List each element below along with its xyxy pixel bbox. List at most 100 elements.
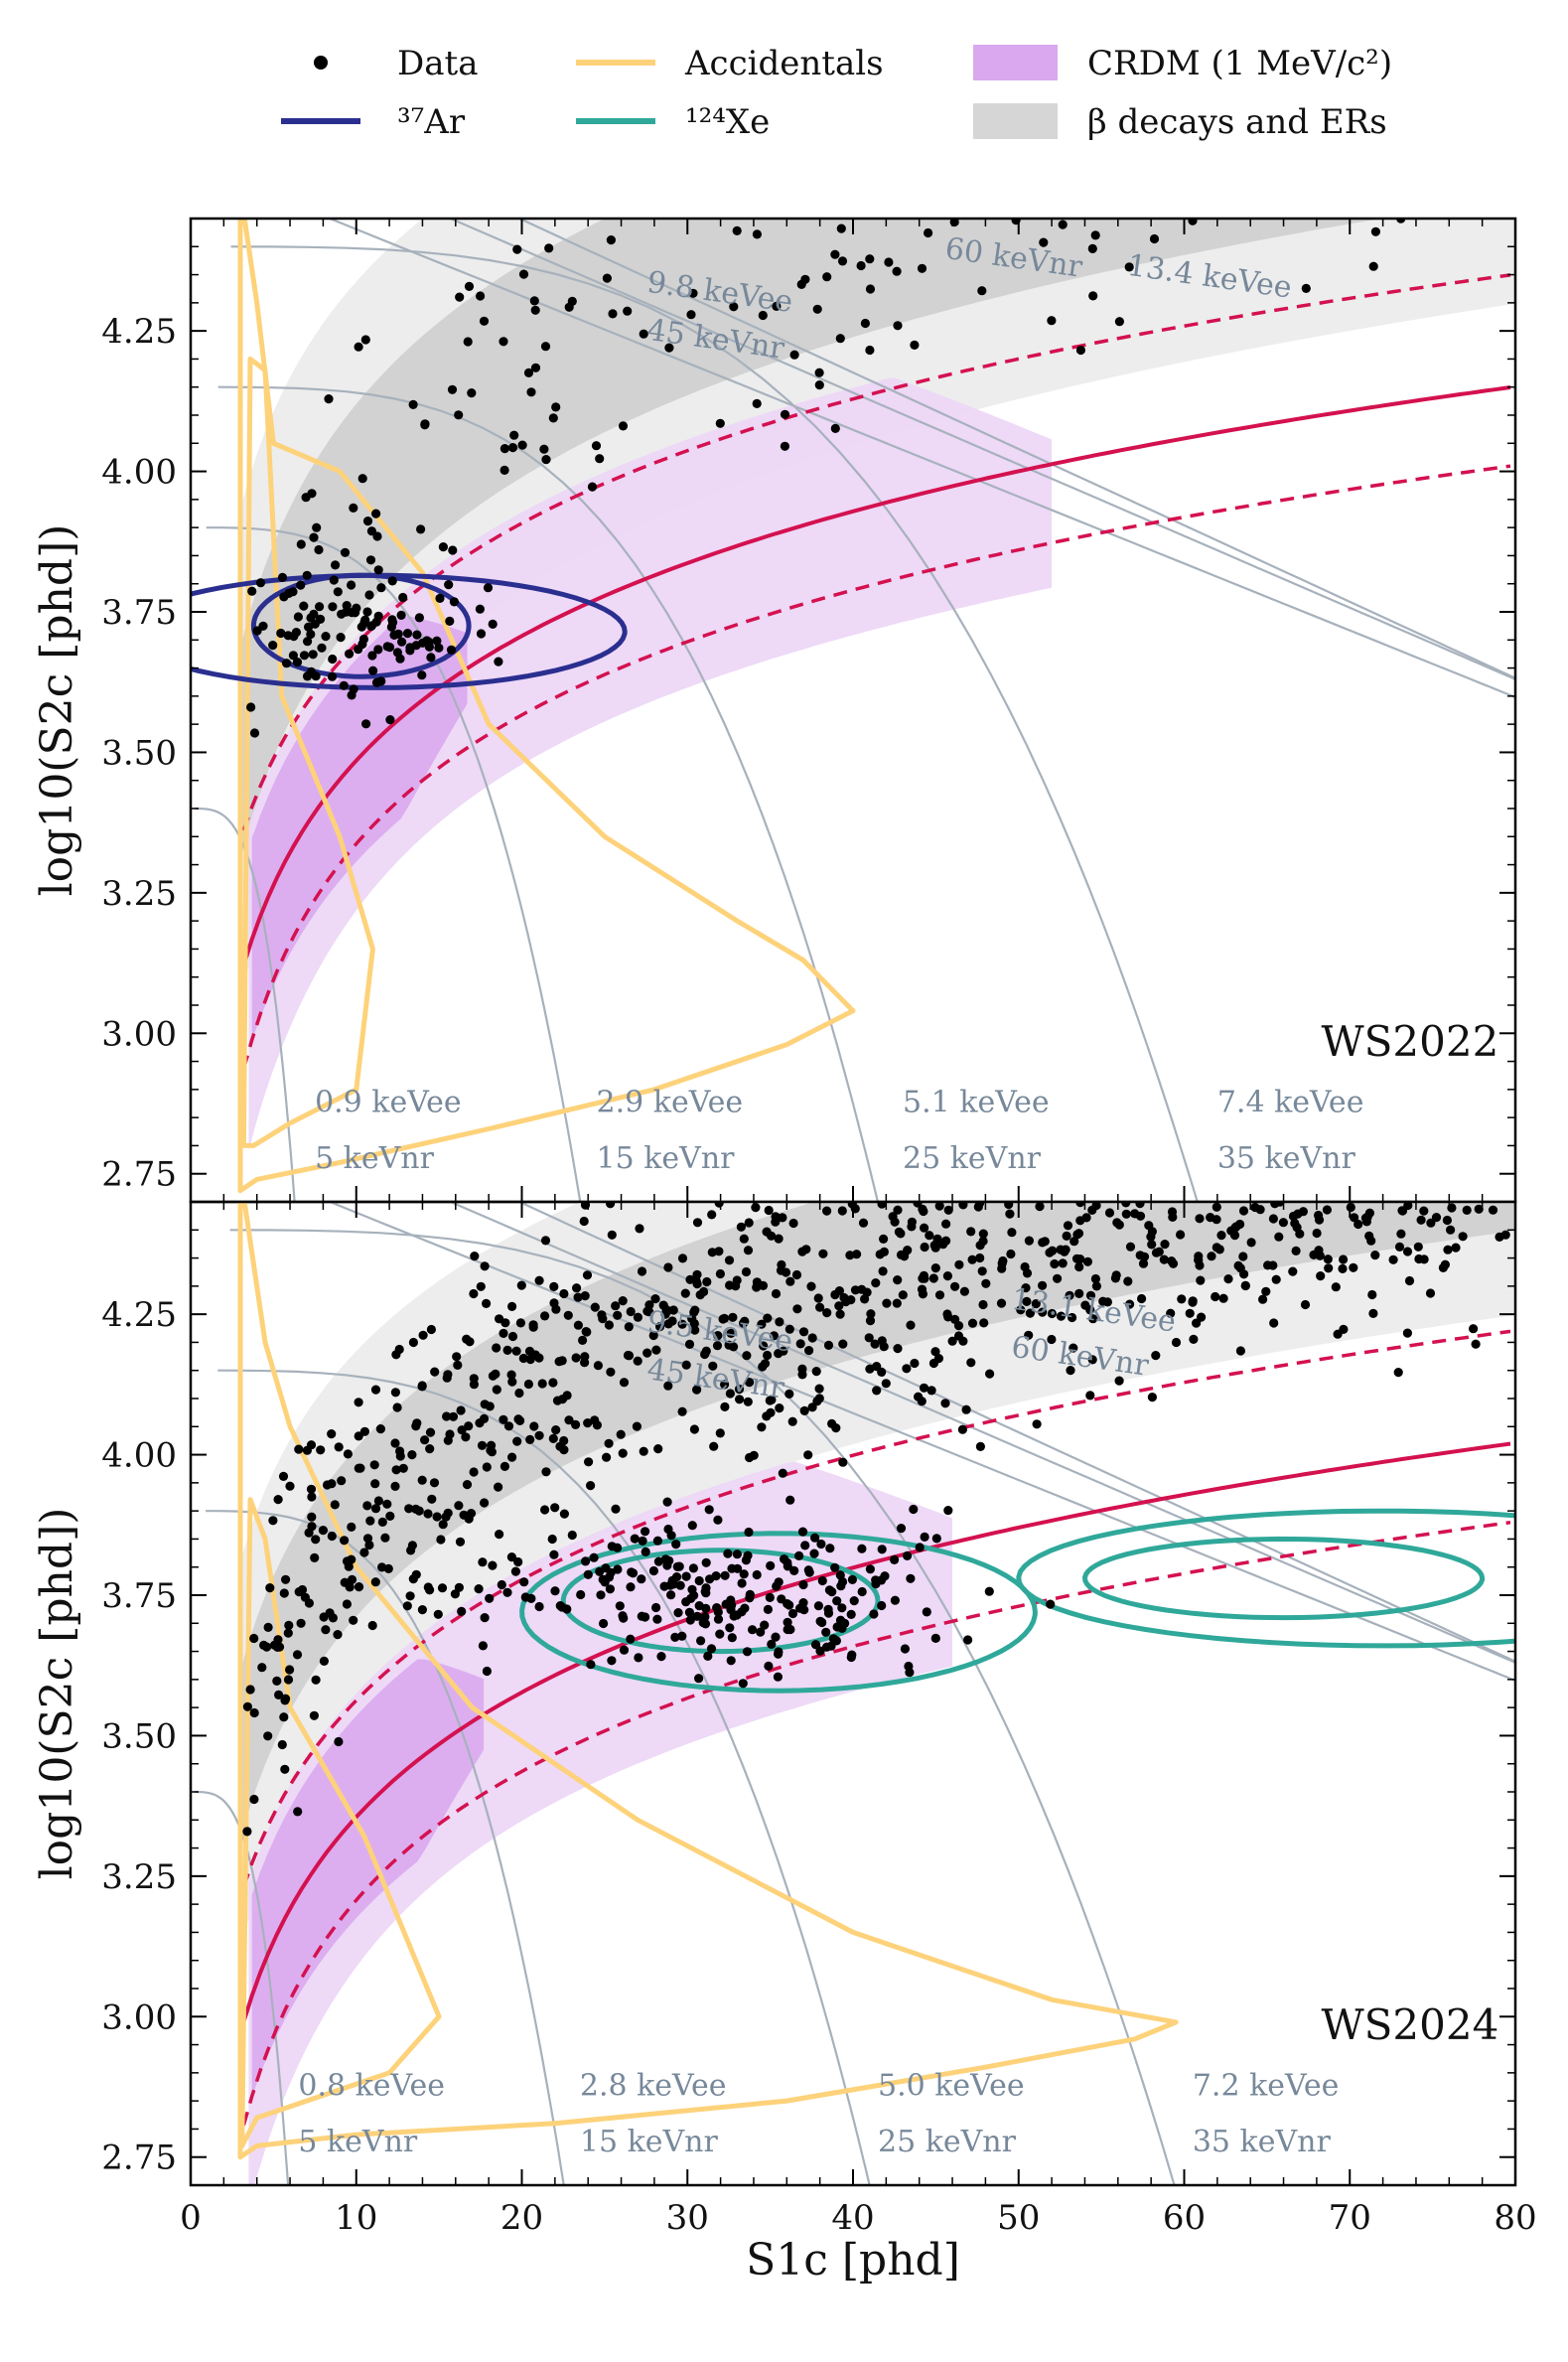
data-point (862, 1287, 872, 1297)
data-point (488, 619, 498, 630)
data-point (934, 1202, 944, 1211)
data-point (757, 1319, 767, 1329)
data-point (767, 1639, 777, 1649)
data-point (310, 1552, 320, 1562)
data-point (606, 1367, 616, 1377)
data-point (1004, 1202, 1014, 1210)
data-point (342, 1599, 352, 1609)
data-point (928, 1273, 938, 1283)
data-point (476, 629, 487, 639)
data-point (792, 1304, 802, 1314)
iso-energy-contour (230, 245, 1199, 1202)
data-point (457, 1606, 467, 1616)
data-point (744, 1527, 754, 1538)
ar37-contour-inner (250, 572, 472, 679)
data-point (838, 1457, 848, 1467)
data-point (356, 1463, 365, 1473)
data-point (306, 629, 316, 640)
data-point (307, 1522, 317, 1532)
data-point (644, 1300, 654, 1310)
data-point (426, 1324, 436, 1335)
data-point (822, 1308, 832, 1318)
data-point (1074, 1288, 1084, 1298)
data-point (391, 1350, 401, 1360)
data-point (359, 618, 369, 628)
data-point (288, 651, 298, 661)
data-point (1367, 1289, 1377, 1300)
data-point (592, 1420, 603, 1430)
data-point (814, 1384, 824, 1394)
data-point (352, 603, 361, 613)
data-point (742, 1647, 753, 1657)
y-tick-label: 2.75 (101, 2139, 177, 2178)
data-point (600, 1577, 610, 1587)
data-point (442, 1411, 452, 1421)
data-point (1185, 1308, 1195, 1318)
data-point (589, 1552, 599, 1562)
data-point (690, 1325, 700, 1335)
data-point (639, 329, 648, 339)
data-point (544, 243, 554, 253)
data-point (1188, 219, 1198, 225)
data-point (633, 1312, 643, 1322)
data-point (975, 1253, 985, 1263)
data-point (800, 274, 810, 284)
data-point (618, 421, 629, 431)
data-point (499, 1328, 508, 1338)
data-point (743, 1397, 753, 1406)
x-tick-label: 10 (335, 2198, 377, 2238)
data-point (943, 1205, 953, 1215)
data-point (800, 1541, 810, 1550)
data-point (359, 1426, 369, 1436)
data-point (278, 1471, 289, 1481)
data-point (712, 1341, 723, 1351)
data-point (1154, 1247, 1164, 1256)
data-point (555, 1441, 565, 1451)
data-point (376, 583, 386, 593)
data-point (284, 1620, 294, 1630)
data-point (1238, 1206, 1249, 1216)
data-point (602, 273, 613, 283)
data-point (940, 1399, 950, 1408)
data-point (1261, 1286, 1271, 1296)
data-point (906, 1320, 916, 1330)
data-point (328, 602, 338, 612)
data-point (483, 583, 494, 593)
data-point (494, 657, 503, 666)
data-point (831, 1423, 841, 1433)
data-point (423, 1582, 433, 1592)
legend-accidentals-label: Accidentals (684, 44, 884, 83)
data-point (391, 1465, 401, 1475)
data-point (957, 1424, 968, 1434)
data-point (550, 1503, 560, 1513)
data-point (688, 288, 698, 298)
data-point (354, 1398, 363, 1407)
data-point (411, 1421, 421, 1431)
data-point (827, 1587, 837, 1597)
data-point (347, 1554, 356, 1564)
data-point (398, 592, 408, 603)
data-point (632, 1421, 642, 1431)
data-point (806, 1281, 816, 1291)
data-point (464, 1421, 474, 1431)
data-point (834, 1286, 845, 1296)
data-point (584, 1457, 594, 1467)
data-point (1419, 1255, 1429, 1264)
data-point (285, 1481, 295, 1491)
x-tick-label: 20 (500, 2198, 543, 2238)
data-point (518, 1353, 528, 1364)
data-point (1147, 1393, 1157, 1402)
data-point (488, 1560, 498, 1570)
data-point (457, 1425, 467, 1435)
data-point (319, 1612, 329, 1622)
data-point (1268, 1260, 1278, 1270)
data-point (660, 1309, 670, 1319)
data-point (846, 1652, 856, 1663)
data-point (1135, 1202, 1145, 1209)
data-point (499, 1461, 509, 1471)
data-point (327, 671, 338, 681)
data-point (920, 1532, 929, 1542)
legend: Data Accidentals CRDM (1 MeV/c²) ³⁷Ar ¹²… (281, 44, 1392, 142)
iso-label-nr: 25 keVnr (903, 1141, 1042, 1176)
data-point (623, 1350, 634, 1361)
